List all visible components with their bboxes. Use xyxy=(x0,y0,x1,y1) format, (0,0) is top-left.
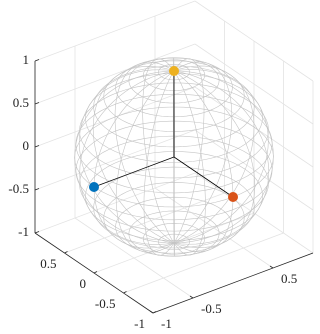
grid-line xyxy=(34,0,196,62)
sphere-wire xyxy=(173,70,274,244)
sphere-wire xyxy=(173,69,269,244)
grid-line xyxy=(194,172,314,254)
tick-mark xyxy=(34,231,40,234)
z-tick-label: 0 xyxy=(23,138,30,153)
tick-mark xyxy=(269,265,274,269)
sphere-wire xyxy=(173,58,205,244)
sphere-wire xyxy=(173,65,255,244)
tick-mark xyxy=(34,145,40,148)
sphere-wire xyxy=(173,70,270,245)
grid-line xyxy=(34,172,196,234)
y-tick-label: -0.5 xyxy=(95,296,116,311)
sphere-wire xyxy=(114,61,175,244)
stem xyxy=(93,156,175,188)
x-tick-label: -0.5 xyxy=(201,301,222,316)
z-tick-label: -0.5 xyxy=(8,181,29,196)
sphere-wire xyxy=(115,70,175,253)
tick-mark xyxy=(152,311,157,314)
sphere-wire xyxy=(143,70,175,256)
sphere-wire xyxy=(79,70,175,245)
sphere-wire xyxy=(74,70,175,244)
grid-line xyxy=(194,43,314,125)
z-tick-label: -1 xyxy=(18,224,29,239)
grid-line xyxy=(194,129,314,211)
z-tick-label: 0.5 xyxy=(13,95,29,110)
tick-mark xyxy=(64,251,68,254)
sphere-wire xyxy=(78,69,175,244)
point xyxy=(228,192,238,202)
z-tick-label: 1 xyxy=(23,52,30,67)
y-tick-label: -1 xyxy=(134,316,145,331)
sphere-wire xyxy=(173,61,233,244)
tick-mark xyxy=(34,188,40,191)
tick-mark xyxy=(123,291,127,294)
grid-line xyxy=(123,232,284,294)
tick-mark xyxy=(93,271,98,274)
grid-line xyxy=(34,129,196,191)
tick-mark xyxy=(149,310,154,314)
sphere-wire xyxy=(173,70,256,248)
sphere-wire xyxy=(172,57,175,244)
sphere-wire xyxy=(92,66,175,244)
stem xyxy=(173,156,234,198)
tick-mark xyxy=(34,102,40,105)
point xyxy=(89,182,99,192)
x-tick-label: 0.5 xyxy=(281,271,297,286)
sphere-wire xyxy=(142,58,175,244)
sphere-wire xyxy=(173,70,206,256)
grid-line xyxy=(194,0,314,82)
y-tick-label: 0 xyxy=(80,276,87,291)
x-tick-label: -1 xyxy=(161,316,172,331)
point xyxy=(169,66,179,76)
grid-line xyxy=(34,43,196,105)
y-tick-label: 0.5 xyxy=(40,256,56,271)
tick-mark xyxy=(189,295,194,299)
tick-mark xyxy=(34,59,40,62)
x-axis xyxy=(152,252,314,314)
